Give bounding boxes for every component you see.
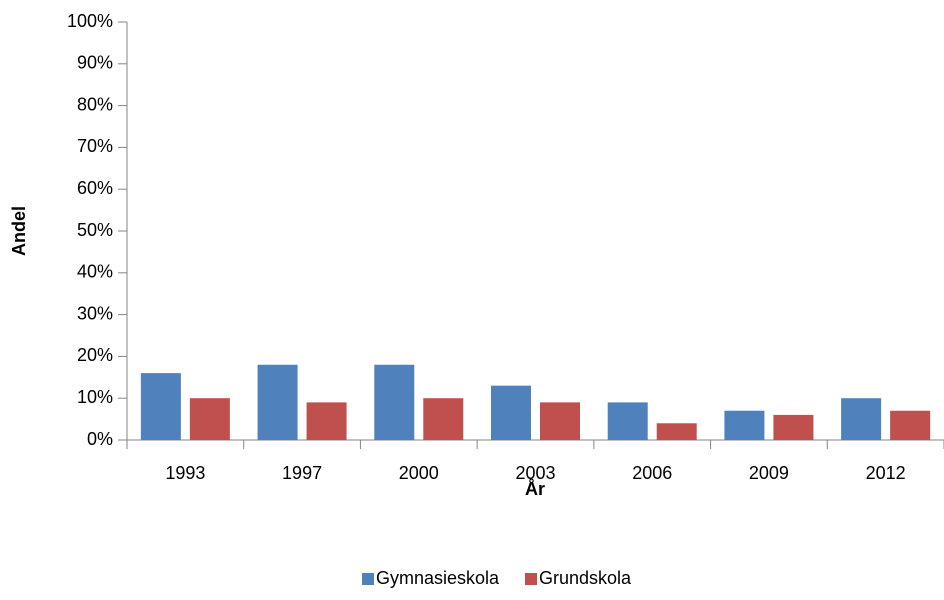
y-tick-label: 100% <box>67 11 113 31</box>
y-tick-label: 60% <box>77 178 113 198</box>
y-tick-label: 30% <box>77 303 113 323</box>
x-tick-label: 2006 <box>632 463 672 483</box>
bar <box>423 398 464 440</box>
x-tick-label: 1993 <box>165 463 205 483</box>
bar <box>724 410 765 440</box>
y-tick-label: 10% <box>77 387 113 407</box>
y-axis-title: Andel <box>9 206 29 256</box>
x-tick-label: 1997 <box>282 463 322 483</box>
bar <box>140 373 181 440</box>
y-tick-label: 90% <box>77 53 113 73</box>
bar <box>890 410 931 440</box>
bar <box>306 402 347 440</box>
bar <box>841 398 882 440</box>
bar <box>257 364 298 440</box>
legend-label: Gymnasieskola <box>376 568 500 588</box>
legend-label: Grundskola <box>539 568 632 588</box>
bar <box>374 364 415 440</box>
bar <box>607 402 648 440</box>
legend-swatch <box>525 573 537 585</box>
x-tick-label: 2009 <box>749 463 789 483</box>
legend-swatch <box>362 573 374 585</box>
y-tick-label: 40% <box>77 262 113 282</box>
y-tick-label: 70% <box>77 136 113 156</box>
bar <box>189 398 230 440</box>
x-axis-title: År <box>525 479 545 499</box>
x-tick-label: 2000 <box>399 463 439 483</box>
bar <box>540 402 580 440</box>
bar <box>773 414 814 440</box>
bar <box>656 423 697 440</box>
bar <box>491 385 531 440</box>
y-tick-label: 50% <box>77 220 113 240</box>
x-tick-label: 2003 <box>515 463 555 483</box>
y-tick-label: 20% <box>77 345 113 365</box>
x-tick-label: 2012 <box>866 463 906 483</box>
y-tick-label: 80% <box>77 94 113 114</box>
y-tick-label: 0% <box>87 429 113 449</box>
